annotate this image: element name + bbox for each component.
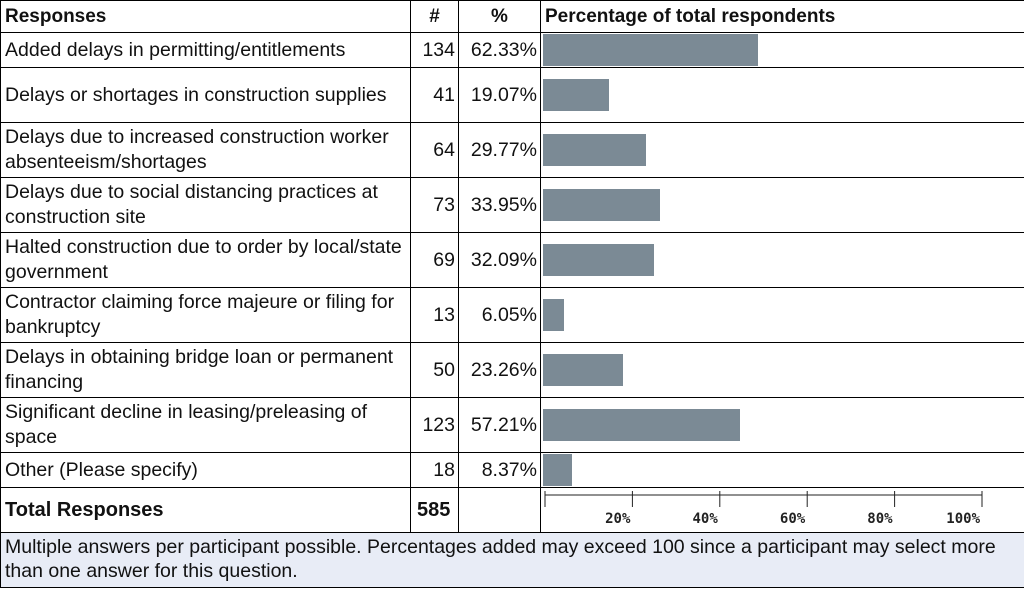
header-row: Responses # % Percentage of total respon…	[0, 0, 1024, 33]
bar-cell	[540, 342, 1024, 398]
response-count: 41	[410, 67, 459, 123]
footnote: Multiple answers per participant possibl…	[0, 532, 1024, 588]
total-percent-empty	[458, 487, 541, 533]
x-axis-tick-label: 60%	[780, 511, 806, 527]
bar	[543, 454, 572, 486]
bar	[543, 134, 646, 166]
response-count: 64	[410, 122, 459, 178]
table-row: Delays or shortages in construction supp…	[0, 67, 1024, 123]
response-count: 69	[410, 232, 459, 288]
table-row: Delays in obtaining bridge loan or perma…	[0, 342, 1024, 398]
response-label: Delays or shortages in construction supp…	[0, 67, 411, 123]
x-axis-tick-label: 100%	[946, 511, 980, 527]
response-label: Added delays in permitting/entitlements	[0, 32, 411, 68]
response-percent: 57.21%	[458, 397, 541, 453]
bar-cell	[540, 67, 1024, 123]
chart-title: Percentage of total respondents	[540, 0, 1024, 33]
response-percent: 6.05%	[458, 287, 541, 343]
header-percent: %	[458, 0, 541, 33]
response-label: Delays due to social distancing practice…	[0, 177, 411, 233]
x-axis-svg: 20% 40% 60% 80% 100%	[544, 491, 983, 527]
response-percent: 29.77%	[458, 122, 541, 178]
table-row: Halted construction due to order by loca…	[0, 232, 1024, 288]
table-row: Delays due to social distancing practice…	[0, 177, 1024, 233]
total-label: Total Responses	[0, 487, 411, 533]
bar-cell	[540, 397, 1024, 453]
response-label: Significant decline in leasing/preleasin…	[0, 397, 411, 453]
bar-cell	[540, 452, 1024, 488]
header-count: #	[410, 0, 459, 33]
bar-cell	[540, 122, 1024, 178]
response-percent: 8.37%	[458, 452, 541, 488]
response-label: Delays due to increased construction wor…	[0, 122, 411, 178]
bar-cell	[540, 232, 1024, 288]
response-percent: 23.26%	[458, 342, 541, 398]
response-label: Other (Please specify)	[0, 452, 411, 488]
rows-body: Added delays in permitting/entitlements 1…	[0, 32, 1024, 488]
response-percent: 33.95%	[458, 177, 541, 233]
bar	[543, 189, 660, 221]
bar-cell	[540, 177, 1024, 233]
x-axis: 20% 40% 60% 80% 100%	[540, 487, 1024, 533]
total-count: 585	[410, 487, 459, 533]
table-row: Delays due to increased construction wor…	[0, 122, 1024, 178]
bar	[543, 299, 564, 331]
bar	[543, 409, 740, 441]
response-count: 134	[410, 32, 459, 68]
bar-cell	[540, 287, 1024, 343]
response-label: Halted construction due to order by loca…	[0, 232, 411, 288]
response-count: 18	[410, 452, 459, 488]
response-label: Delays in obtaining bridge loan or perma…	[0, 342, 411, 398]
response-percent: 32.09%	[458, 232, 541, 288]
total-row: Total Responses 585 20% 40% 60% 80% 100%	[0, 487, 1024, 533]
response-count: 50	[410, 342, 459, 398]
table-row: Contractor claiming force majeure or fil…	[0, 287, 1024, 343]
table-row: Other (Please specify) 18 8.37%	[0, 452, 1024, 488]
response-count: 123	[410, 397, 459, 453]
x-axis-tick-label: 80%	[867, 511, 893, 527]
x-axis-tick-label: 20%	[605, 511, 631, 527]
table-row: Added delays in permitting/entitlements 1…	[0, 32, 1024, 68]
bar	[543, 34, 758, 66]
bar	[543, 244, 654, 276]
bar	[543, 354, 623, 386]
response-percent: 19.07%	[458, 67, 541, 123]
response-percent: 62.33%	[458, 32, 541, 68]
response-count: 73	[410, 177, 459, 233]
bar	[543, 79, 609, 111]
response-label: Contractor claiming force majeure or fil…	[0, 287, 411, 343]
bar-cell	[540, 32, 1024, 68]
footer-row: Multiple answers per participant possibl…	[0, 532, 1024, 588]
response-count: 13	[410, 287, 459, 343]
x-axis-tick-label: 40%	[693, 511, 719, 527]
table-row: Significant decline in leasing/preleasin…	[0, 397, 1024, 453]
header-responses: Responses	[0, 0, 411, 33]
